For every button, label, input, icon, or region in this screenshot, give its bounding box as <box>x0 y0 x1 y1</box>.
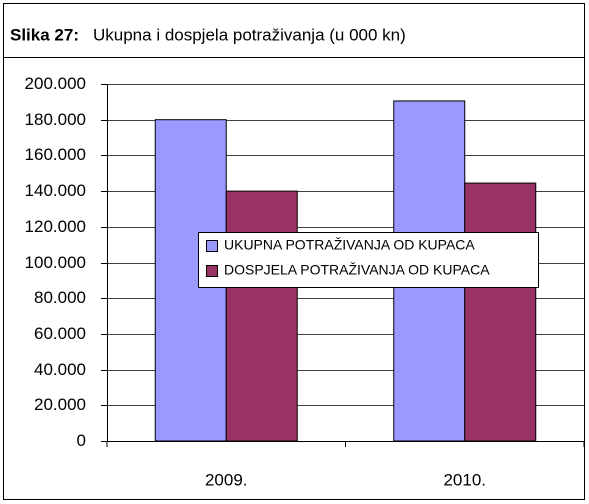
x-tick-label: 2010. <box>443 470 486 489</box>
y-tick-label: 40.000 <box>34 360 86 379</box>
chart-title: Ukupna i dospjela potraživanja (u 000 kn… <box>93 25 406 44</box>
legend-swatch <box>206 240 218 252</box>
y-tick-label: 0 <box>77 431 86 450</box>
x-tick-label: 2009. <box>205 470 248 489</box>
y-tick-label: 20.000 <box>34 395 86 414</box>
legend-box <box>198 232 539 288</box>
chart-title-label: Slika 27: <box>10 25 79 44</box>
y-tick-label: 80.000 <box>34 288 86 307</box>
legend-label: UKUPNA POTRAŽIVANJA OD KUPACA <box>224 237 475 253</box>
legend-swatch <box>206 265 218 277</box>
frame <box>3 3 585 500</box>
bar <box>225 190 298 442</box>
y-tick-label: 180.000 <box>25 110 86 129</box>
bar <box>464 182 537 442</box>
y-tick-label: 160.000 <box>25 145 86 164</box>
y-tick-label: 140.000 <box>25 181 86 200</box>
y-tick-label: 100.000 <box>25 253 86 272</box>
y-tick-label: 200.000 <box>25 74 86 93</box>
y-tick-label: 120.000 <box>25 217 86 236</box>
legend-label: DOSPJELA POTRAŽIVANJA OD KUPACA <box>224 262 490 278</box>
y-tick-label: 60.000 <box>34 324 86 343</box>
